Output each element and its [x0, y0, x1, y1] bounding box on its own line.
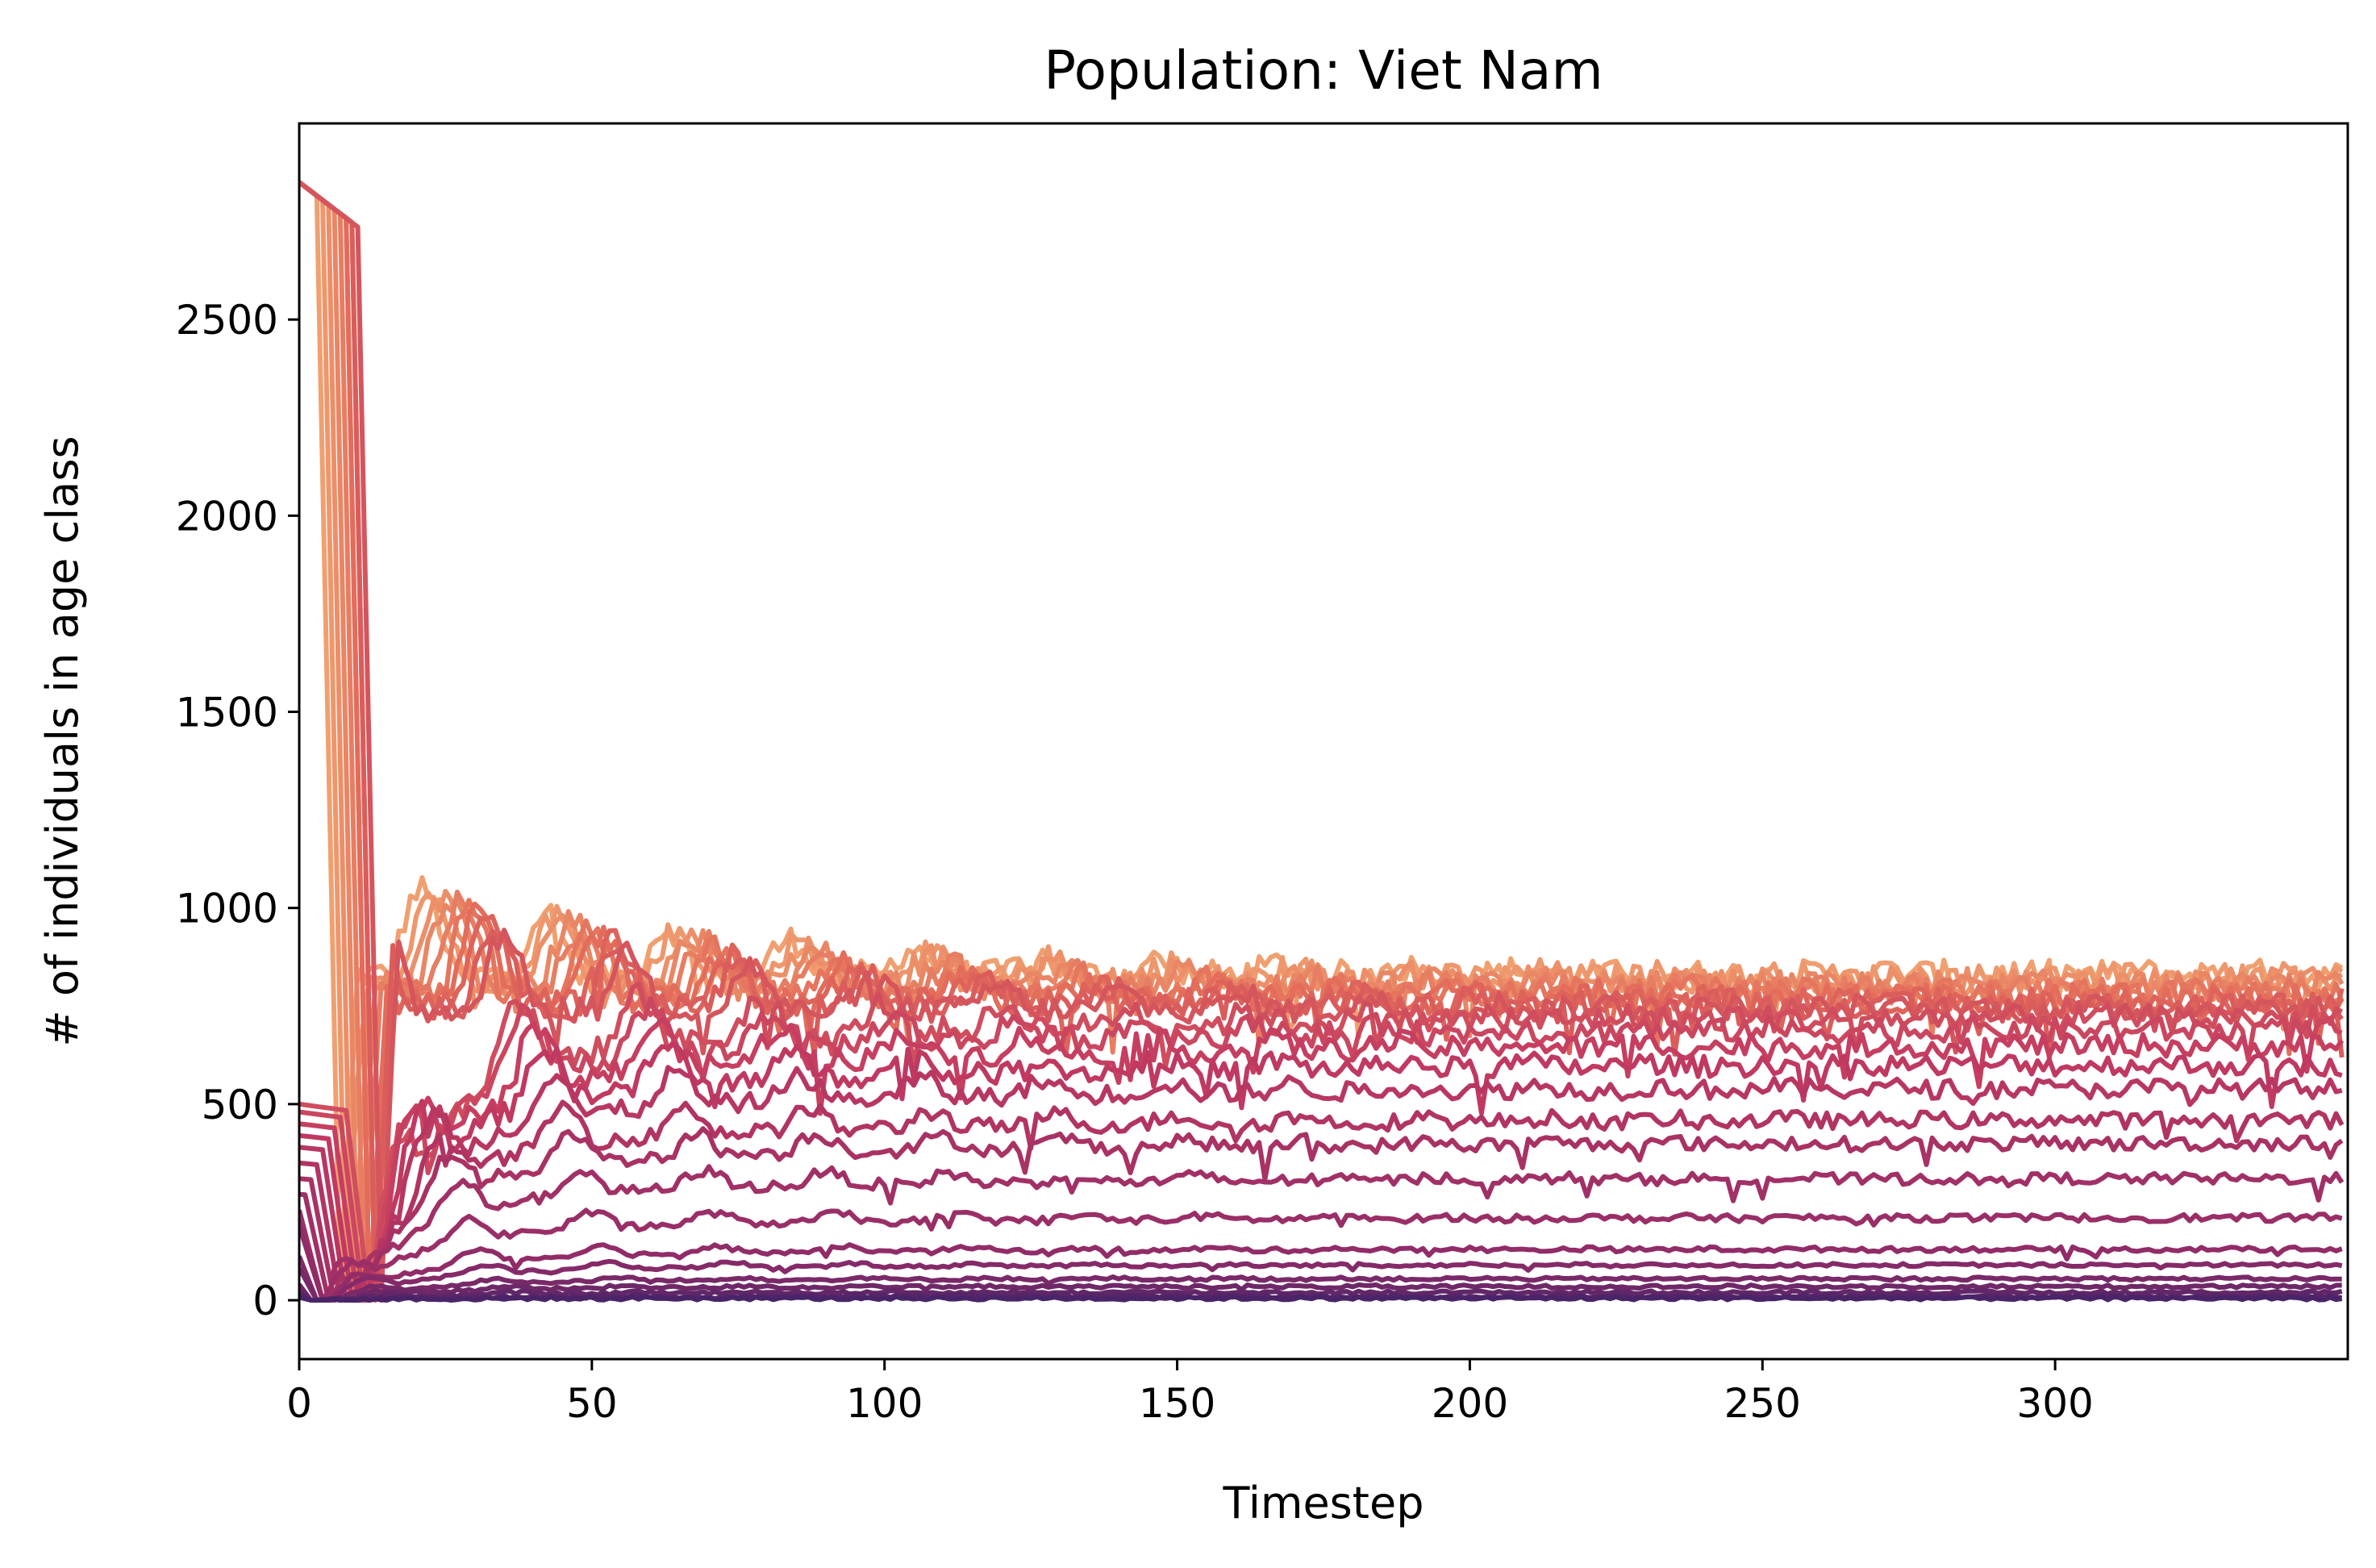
y-tick-label: 2500: [176, 297, 278, 344]
x-tick-label: 300: [2016, 1380, 2093, 1427]
series-line: [299, 981, 2343, 1303]
series-line: [299, 180, 2345, 1303]
y-tick-label: 2000: [176, 493, 278, 540]
series-line: [299, 1126, 2344, 1303]
series-line: [299, 180, 2345, 1303]
y-tick-label: 500: [202, 1082, 278, 1128]
series-line: [299, 180, 2344, 1303]
x-tick-label: 100: [846, 1380, 923, 1427]
series-line: [299, 1207, 2343, 1303]
x-tick-label: 0: [286, 1380, 312, 1427]
series-line: [299, 180, 2345, 1303]
series-line: [299, 1224, 2343, 1303]
x-axis-label: Timestep: [1223, 1478, 1424, 1528]
series-line: [299, 1016, 2345, 1303]
series-line: [299, 1255, 2343, 1303]
series-line: [299, 1164, 2345, 1303]
series-line: [299, 996, 2343, 1303]
series-line: [299, 180, 2345, 1303]
series-line: [299, 180, 2344, 1303]
x-tick-label: 150: [1139, 1380, 1215, 1427]
series-line: [299, 1099, 2345, 1303]
x-tick-label: 50: [566, 1380, 618, 1427]
series-line: [299, 1282, 2342, 1303]
series-line: [299, 1041, 2343, 1303]
plot-frame: [298, 122, 2349, 1361]
series-line: [299, 1065, 2343, 1303]
x-tick-label: 200: [1432, 1380, 1508, 1427]
series-line: [299, 180, 2343, 1303]
y-tick-label: 1000: [176, 886, 278, 932]
y-tick-label: 0: [252, 1278, 278, 1324]
y-axis-label: # of individuals in age class: [37, 436, 88, 1046]
series-line: [299, 1294, 2343, 1303]
series-line: [299, 180, 2345, 1303]
plot-lines: [299, 180, 2345, 1303]
y-axis-ticks: 0 500 1000 1500 2000 2500: [176, 297, 299, 1324]
series-line: [299, 180, 2345, 1303]
x-tick-label: 250: [1724, 1380, 1801, 1427]
x-axis-ticks: 0 50 100 150 200 250 300: [286, 1359, 2094, 1427]
chart-title: Population: Viet Nam: [1044, 40, 1603, 102]
y-tick-label: 1500: [176, 690, 278, 736]
series-line: [299, 180, 2344, 1303]
series-line: [299, 1266, 2342, 1303]
